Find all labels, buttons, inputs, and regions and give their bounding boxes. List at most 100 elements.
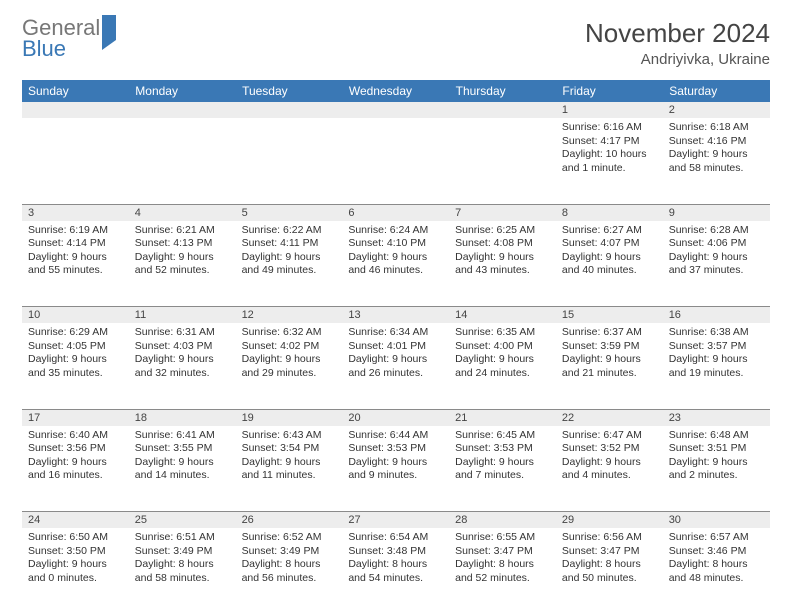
sunset-text: Sunset: 4:08 PM bbox=[455, 237, 550, 251]
title-block: November 2024 Andriyivka, Ukraine bbox=[585, 18, 770, 68]
day-cell-content: Sunrise: 6:41 AMSunset: 3:55 PMDaylight:… bbox=[129, 426, 236, 490]
day-cell bbox=[129, 118, 236, 204]
day-cell-content: Sunrise: 6:31 AMSunset: 4:03 PMDaylight:… bbox=[129, 323, 236, 387]
day-cell: Sunrise: 6:51 AMSunset: 3:49 PMDaylight:… bbox=[129, 528, 236, 614]
day-number-cell: 22 bbox=[556, 409, 663, 426]
day-cell: Sunrise: 6:40 AMSunset: 3:56 PMDaylight:… bbox=[22, 426, 129, 512]
day-cell: Sunrise: 6:57 AMSunset: 3:46 PMDaylight:… bbox=[663, 528, 770, 614]
daylight-text: Daylight: 8 hours and 54 minutes. bbox=[348, 558, 443, 585]
day-number-cell: 6 bbox=[342, 204, 449, 221]
day-number-cell: 9 bbox=[663, 204, 770, 221]
daylight-text: Daylight: 9 hours and 11 minutes. bbox=[242, 456, 337, 483]
sunset-text: Sunset: 4:16 PM bbox=[669, 135, 764, 149]
day-number-cell: 23 bbox=[663, 409, 770, 426]
daylight-text: Daylight: 9 hours and 24 minutes. bbox=[455, 353, 550, 380]
sunrise-text: Sunrise: 6:37 AM bbox=[562, 326, 657, 340]
day-cell: Sunrise: 6:44 AMSunset: 3:53 PMDaylight:… bbox=[342, 426, 449, 512]
day-cell: Sunrise: 6:41 AMSunset: 3:55 PMDaylight:… bbox=[129, 426, 236, 512]
daylight-text: Daylight: 9 hours and 16 minutes. bbox=[28, 456, 123, 483]
header: General Blue November 2024 Andriyivka, U… bbox=[22, 18, 770, 68]
daynum-row: 10111213141516 bbox=[22, 307, 770, 324]
daylight-text: Daylight: 8 hours and 56 minutes. bbox=[242, 558, 337, 585]
sunrise-text: Sunrise: 6:32 AM bbox=[242, 326, 337, 340]
day-cell bbox=[22, 118, 129, 204]
daylight-text: Daylight: 9 hours and 21 minutes. bbox=[562, 353, 657, 380]
day-cell: Sunrise: 6:21 AMSunset: 4:13 PMDaylight:… bbox=[129, 221, 236, 307]
day-number-cell bbox=[342, 102, 449, 118]
day-cell-content: Sunrise: 6:45 AMSunset: 3:53 PMDaylight:… bbox=[449, 426, 556, 490]
day-cell-content: Sunrise: 6:52 AMSunset: 3:49 PMDaylight:… bbox=[236, 528, 343, 592]
day-cell bbox=[236, 118, 343, 204]
week-row: Sunrise: 6:19 AMSunset: 4:14 PMDaylight:… bbox=[22, 221, 770, 307]
sunset-text: Sunset: 3:48 PM bbox=[348, 545, 443, 559]
sunset-text: Sunset: 4:13 PM bbox=[135, 237, 230, 251]
day-cell: Sunrise: 6:16 AMSunset: 4:17 PMDaylight:… bbox=[556, 118, 663, 204]
daylight-text: Daylight: 9 hours and 55 minutes. bbox=[28, 251, 123, 278]
sunrise-text: Sunrise: 6:56 AM bbox=[562, 531, 657, 545]
sunset-text: Sunset: 3:50 PM bbox=[28, 545, 123, 559]
daynum-row: 17181920212223 bbox=[22, 409, 770, 426]
daylight-text: Daylight: 10 hours and 1 minute. bbox=[562, 148, 657, 175]
daylight-text: Daylight: 8 hours and 58 minutes. bbox=[135, 558, 230, 585]
day-number-cell bbox=[129, 102, 236, 118]
daylight-text: Daylight: 9 hours and 40 minutes. bbox=[562, 251, 657, 278]
day-cell-content: Sunrise: 6:24 AMSunset: 4:10 PMDaylight:… bbox=[342, 221, 449, 285]
location-label: Andriyivka, Ukraine bbox=[585, 51, 770, 68]
sunset-text: Sunset: 3:47 PM bbox=[455, 545, 550, 559]
daylight-text: Daylight: 9 hours and 52 minutes. bbox=[135, 251, 230, 278]
day-cell-content: Sunrise: 6:56 AMSunset: 3:47 PMDaylight:… bbox=[556, 528, 663, 592]
day-cell: Sunrise: 6:29 AMSunset: 4:05 PMDaylight:… bbox=[22, 323, 129, 409]
day-cell-content: Sunrise: 6:44 AMSunset: 3:53 PMDaylight:… bbox=[342, 426, 449, 490]
daynum-row: 3456789 bbox=[22, 204, 770, 221]
daylight-text: Daylight: 9 hours and 26 minutes. bbox=[348, 353, 443, 380]
sunrise-text: Sunrise: 6:54 AM bbox=[348, 531, 443, 545]
week-row: Sunrise: 6:29 AMSunset: 4:05 PMDaylight:… bbox=[22, 323, 770, 409]
sunrise-text: Sunrise: 6:48 AM bbox=[669, 429, 764, 443]
day-cell: Sunrise: 6:43 AMSunset: 3:54 PMDaylight:… bbox=[236, 426, 343, 512]
day-number-cell: 5 bbox=[236, 204, 343, 221]
week-row: Sunrise: 6:50 AMSunset: 3:50 PM Daylight:… bbox=[22, 528, 770, 614]
daylight-text: Daylight: 9 hours and 4 minutes. bbox=[562, 456, 657, 483]
sunset-text: Sunset: 4:10 PM bbox=[348, 237, 443, 251]
sunrise-text: Sunrise: 6:35 AM bbox=[455, 326, 550, 340]
calendar-table: SundayMondayTuesdayWednesdayThursdayFrid… bbox=[22, 80, 770, 614]
day-cell-content: Sunrise: 6:16 AMSunset: 4:17 PMDaylight:… bbox=[556, 118, 663, 182]
daylight-text: Daylight: 9 hours and 9 minutes. bbox=[348, 456, 443, 483]
day-header: Friday bbox=[556, 80, 663, 102]
daylight-text: Daylight: 8 hours and 48 minutes. bbox=[669, 558, 764, 585]
day-header: Sunday bbox=[22, 80, 129, 102]
sunset-text: Sunset: 3:49 PM bbox=[135, 545, 230, 559]
day-cell: Sunrise: 6:27 AMSunset: 4:07 PMDaylight:… bbox=[556, 221, 663, 307]
sunset-text: Sunset: 4:14 PM bbox=[28, 237, 123, 251]
daylight-text: Daylight: 9 hours and 29 minutes. bbox=[242, 353, 337, 380]
day-cell: Sunrise: 6:22 AMSunset: 4:11 PMDaylight:… bbox=[236, 221, 343, 307]
day-number-cell: 10 bbox=[22, 307, 129, 324]
daylight-text: Daylight: 9 hours and 58 minutes. bbox=[669, 148, 764, 175]
sunrise-text: Sunrise: 6:31 AM bbox=[135, 326, 230, 340]
sunset-text: Sunset: 3:53 PM bbox=[348, 442, 443, 456]
day-cell: Sunrise: 6:54 AMSunset: 3:48 PMDaylight:… bbox=[342, 528, 449, 614]
sunset-text: Sunset: 3:54 PM bbox=[242, 442, 337, 456]
sunrise-text: Sunrise: 6:18 AM bbox=[669, 121, 764, 135]
day-cell-content: Sunrise: 6:28 AMSunset: 4:06 PMDaylight:… bbox=[663, 221, 770, 285]
logo-text-blue: Blue bbox=[22, 36, 66, 61]
daylight-text: Daylight: 9 hours and 35 minutes. bbox=[28, 353, 123, 380]
day-cell: Sunrise: 6:48 AMSunset: 3:51 PMDaylight:… bbox=[663, 426, 770, 512]
day-cell: Sunrise: 6:55 AMSunset: 3:47 PMDaylight:… bbox=[449, 528, 556, 614]
day-cell-content: Sunrise: 6:38 AMSunset: 3:57 PMDaylight:… bbox=[663, 323, 770, 387]
sunset-text: Sunset: 3:47 PM bbox=[562, 545, 657, 559]
sunrise-text: Sunrise: 6:50 AM bbox=[28, 531, 123, 545]
sunset-text: Sunset: 4:07 PM bbox=[562, 237, 657, 251]
day-cell-content: Sunrise: 6:35 AMSunset: 4:00 PMDaylight:… bbox=[449, 323, 556, 387]
daylight-text: Daylight: 8 hours and 50 minutes. bbox=[562, 558, 657, 585]
day-cell-content: Sunrise: 6:25 AMSunset: 4:08 PMDaylight:… bbox=[449, 221, 556, 285]
day-number-cell: 8 bbox=[556, 204, 663, 221]
sunset-text: Sunset: 3:57 PM bbox=[669, 340, 764, 354]
day-cell: Sunrise: 6:50 AMSunset: 3:50 PMDaylight:… bbox=[22, 528, 129, 614]
day-header: Saturday bbox=[663, 80, 770, 102]
day-cell: Sunrise: 6:37 AMSunset: 3:59 PMDaylight:… bbox=[556, 323, 663, 409]
daynum-row: 12 bbox=[22, 102, 770, 118]
day-cell-content: Sunrise: 6:47 AMSunset: 3:52 PMDaylight:… bbox=[556, 426, 663, 490]
month-title: November 2024 bbox=[585, 18, 770, 49]
day-number-cell: 15 bbox=[556, 307, 663, 324]
